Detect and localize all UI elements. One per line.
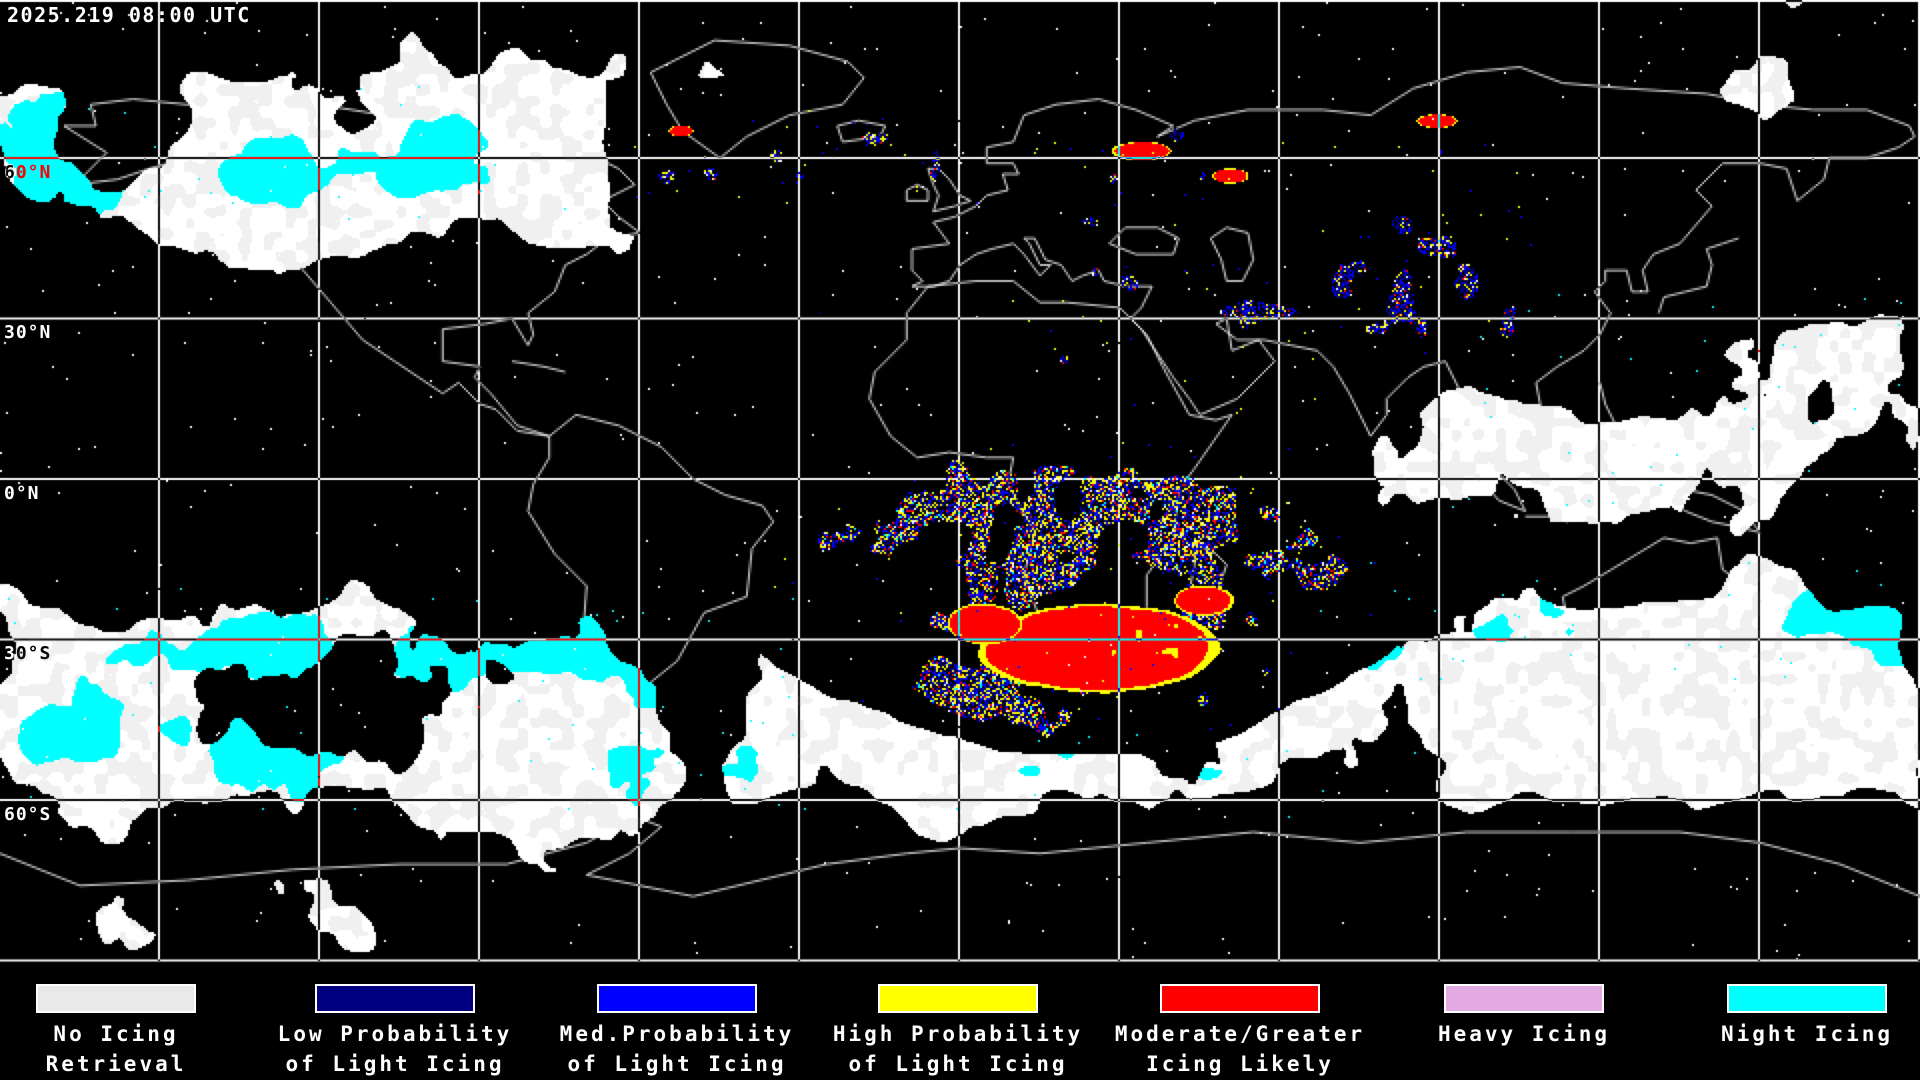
- legend-item-no-icing: No Icing Retrieval: [0, 984, 266, 1079]
- legend-item-low-probability: Low Probability of Light Icing: [245, 984, 545, 1079]
- legend-label-line: of Light Icing: [285, 1052, 505, 1076]
- legend-item-night-icing: Night Icing: [1657, 984, 1920, 1049]
- legend-item-med-probability: Med.Probability of Light Icing: [527, 984, 827, 1079]
- lat-label: 0°N: [4, 483, 40, 504]
- legend-label-line: Night Icing: [1720, 1022, 1894, 1046]
- lat-label: 60°N: [4, 162, 52, 183]
- legend-label-line: Low Probability: [277, 1022, 513, 1046]
- timestamp: 2025.219 08:00 UTC: [7, 3, 251, 27]
- lat-label: 60°S: [4, 804, 52, 825]
- lat-label: 30°N: [4, 322, 52, 343]
- heavy-icing-swatch: [1444, 984, 1604, 1013]
- night-icing-swatch: [1727, 984, 1887, 1013]
- lat-label: 30°S: [4, 643, 52, 664]
- no-icing-swatch: [36, 984, 196, 1013]
- legend-label-line: No Icing: [53, 1022, 179, 1046]
- legend-item-high-probability: High Probability of Light Icing: [808, 984, 1108, 1079]
- legend-label-line: of Light Icing: [567, 1052, 787, 1076]
- legend-item-moderate-greater: Moderate/Greater Icing Likely: [1090, 984, 1390, 1079]
- legend-label-line: Icing Likely: [1146, 1052, 1334, 1076]
- high-probability-swatch: [878, 984, 1038, 1013]
- moderate-greater-swatch: [1160, 984, 1320, 1013]
- legend-label-line: of Light Icing: [848, 1052, 1068, 1076]
- low-probability-swatch: [315, 984, 475, 1013]
- med-probability-swatch: [597, 984, 757, 1013]
- legend-label-line: Retrieval: [45, 1052, 187, 1076]
- legend-label-line: Moderate/Greater: [1114, 1022, 1366, 1046]
- legend-label-line: Heavy Icing: [1437, 1022, 1611, 1046]
- legend-label-line: Med.Probability: [559, 1022, 795, 1046]
- legend-label-line: High Probability: [832, 1022, 1084, 1046]
- legend-item-heavy-icing: Heavy Icing: [1374, 984, 1674, 1049]
